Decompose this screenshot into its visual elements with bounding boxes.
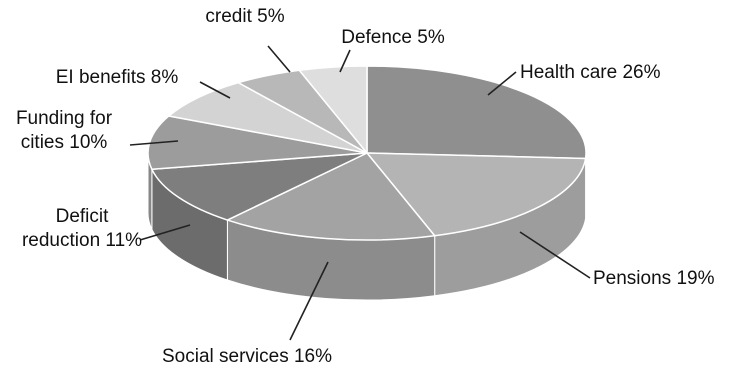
label-child-tax-credit: Child tax credit 5% [205,0,284,27]
leader-line-funding-for-cities [129,140,179,146]
label-defence: Defence 5% [341,27,445,48]
leader-line-defence [339,49,351,73]
slice-health-care [366,65,587,160]
leader-lines [129,45,591,341]
slice-funding-for-cities [147,115,368,171]
leader-line-ei-benefits [199,81,231,99]
label-social-services: Social services 16% [162,346,332,367]
label-line: cities 10% [21,132,108,153]
label-funding-for-cities: Funding for cities 10% [16,108,113,153]
slice-pensions [366,152,587,237]
label-ei-benefits: EI benefits 8% [56,67,179,88]
label-health-care: Health care 26% [520,62,661,83]
label-line: Child tax [208,0,282,3]
label-line: Social services 16% [162,346,332,367]
leader-line-health-care [487,71,517,96]
slice-defence [298,65,368,154]
label-line: credit 5% [205,6,284,27]
label-pensions: Pensions 19% [593,268,715,289]
label-line: Pensions 19% [593,268,715,289]
slice-social-services [226,152,436,241]
pie-top-layer [147,65,587,241]
slice-deficit-reduction [151,152,368,221]
label-deficit-reduction: Deficit reduction 11% [22,206,142,251]
label-line: Funding for [16,108,113,129]
leader-line-child-tax-credit [267,45,291,73]
label-line: reduction 11% [22,230,142,251]
leader-line-deficit-reduction [139,224,191,241]
leader-line-pensions [519,231,591,279]
slice-ei-benefits [168,81,368,154]
label-line: Deficit [56,206,110,227]
slice-labels: Health care 26% Pensions 19% Social servic… [16,0,715,367]
leader-line-social-services [289,261,329,341]
label-line: Defence 5% [341,27,445,48]
label-line: Health care 26% [520,62,661,83]
label-line: EI benefits 8% [56,67,179,88]
